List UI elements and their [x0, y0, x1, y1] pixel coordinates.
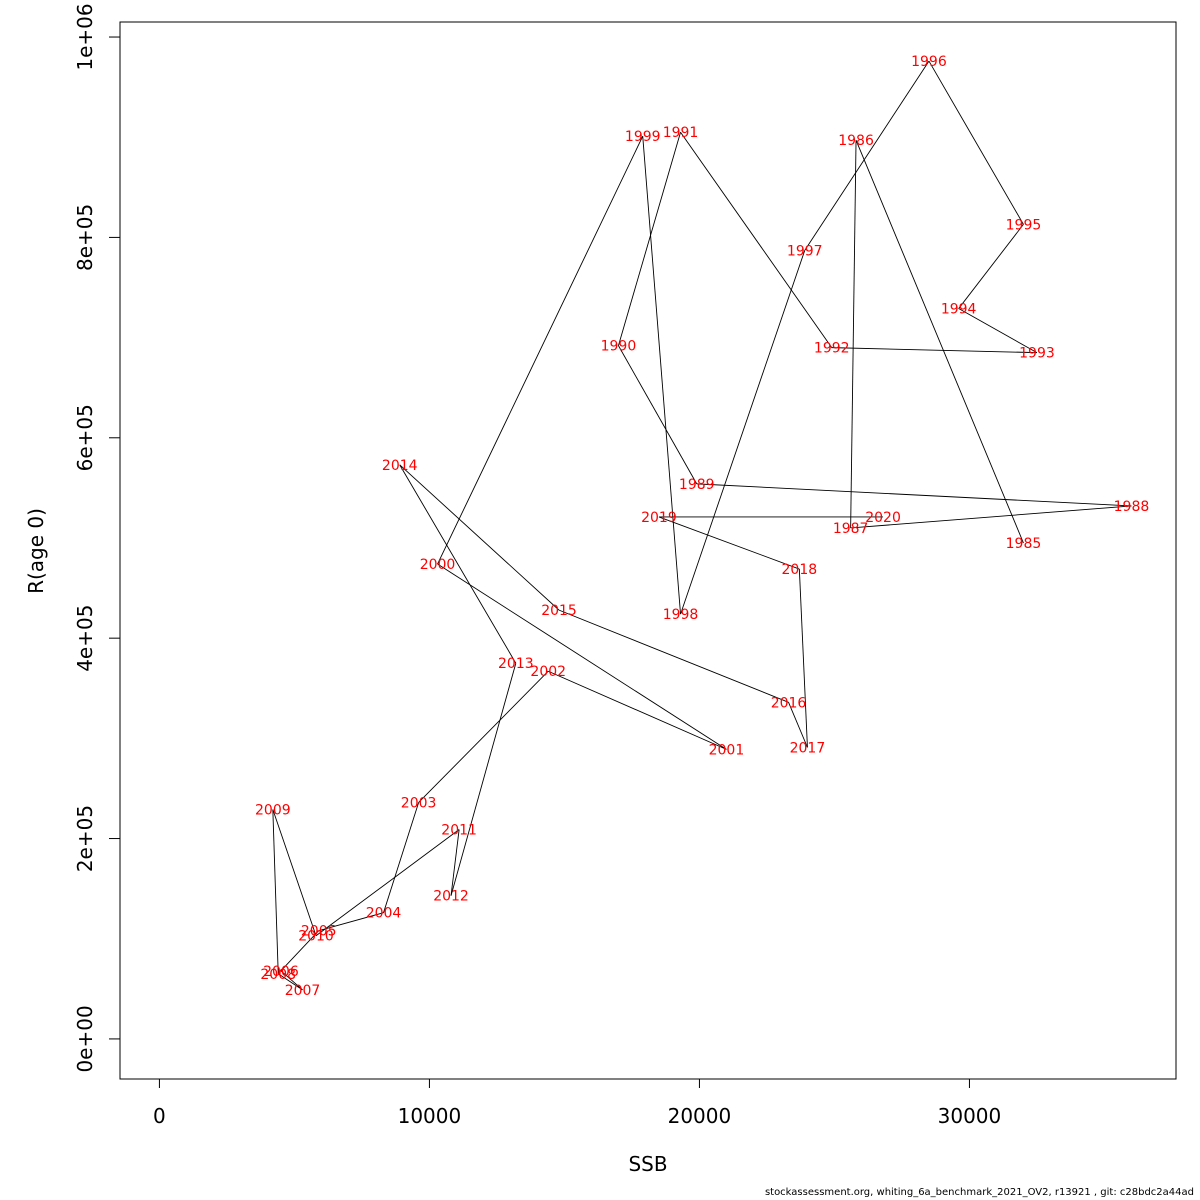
- y-tick-label: 1e+06: [73, 3, 97, 70]
- point-label-2019: 2019: [641, 510, 677, 526]
- segment-2012-2013: [450, 663, 517, 896]
- segment-1990-1991: [618, 132, 681, 346]
- x-tick-label: 10000: [398, 1104, 462, 1128]
- segment-1991-1992: [680, 131, 833, 348]
- segment-1986-1987: [850, 140, 857, 528]
- segment-1987-1988: [850, 505, 1132, 529]
- segment-2013-2014: [399, 464, 517, 664]
- segment-2000-2001: [437, 563, 727, 750]
- point-label-2004: 2004: [366, 906, 402, 922]
- segment-2008-2009: [272, 809, 279, 974]
- point-label-2017: 2017: [790, 740, 826, 756]
- point-label-1997: 1997: [787, 243, 823, 259]
- point-label-1990: 1990: [601, 339, 637, 355]
- segment-1993-1994: [958, 308, 1038, 354]
- x-tick-label: 20000: [668, 1104, 732, 1128]
- segment-2014-2015: [399, 464, 560, 611]
- point-label-2000: 2000: [420, 557, 456, 573]
- point-label-2012: 2012: [433, 889, 469, 905]
- point-label-2013: 2013: [498, 656, 534, 672]
- point-label-1998: 1998: [663, 607, 699, 623]
- segment-2007-2008: [277, 973, 303, 991]
- segment-1985-1986: [855, 140, 1024, 544]
- point-label-2014: 2014: [382, 458, 418, 474]
- point-label-2018: 2018: [782, 562, 818, 578]
- segment-1998-1999: [642, 136, 681, 615]
- segment-2001-2002: [548, 670, 727, 750]
- segment-2004-2005: [318, 912, 384, 932]
- point-label-1986: 1986: [838, 133, 874, 149]
- point-label-2011: 2011: [441, 823, 477, 839]
- segment-1995-1996: [928, 60, 1024, 225]
- point-label-1996: 1996: [911, 54, 947, 70]
- segment-2006-2007: [280, 970, 303, 991]
- point-label-2008: 2008: [260, 967, 296, 983]
- point-label-2016: 2016: [771, 695, 807, 711]
- point-label-1991: 1991: [663, 125, 699, 141]
- x-axis-label: SSB: [628, 1152, 667, 1176]
- segment-1999-2000: [437, 136, 644, 565]
- y-axis: 0e+00 2e+05 4e+05 6e+05 8e+05 1e+06: [73, 3, 121, 1073]
- point-label-1999: 1999: [625, 129, 661, 145]
- segment-2002-2003: [418, 670, 549, 803]
- point-label-2006: 2006: [263, 964, 299, 980]
- point-label-2002: 2002: [530, 664, 566, 680]
- x-tick-label: 30000: [938, 1104, 1002, 1128]
- segment-1994-1995: [958, 224, 1024, 309]
- segment-2016-2017: [788, 702, 808, 748]
- point-label-1985: 1985: [1006, 536, 1042, 552]
- point-label-1995: 1995: [1006, 217, 1042, 233]
- segment-2010-2011: [315, 829, 460, 937]
- point-label-1994: 1994: [941, 302, 977, 318]
- segment-2005-2006: [280, 930, 320, 972]
- point-label-2007: 2007: [285, 983, 321, 999]
- segment-1997-1998: [680, 250, 806, 615]
- segment-2017-2018: [798, 569, 808, 748]
- point-label-2020: 2020: [865, 510, 901, 526]
- x-axis: 0 10000 20000 30000: [153, 1078, 1002, 1128]
- x-tick-label: 0: [153, 1104, 166, 1128]
- segment-1992-1993: [831, 347, 1037, 354]
- segment-1989-1990: [618, 345, 698, 485]
- segment-2009-2010: [272, 809, 317, 936]
- point-label-2005: 2005: [301, 924, 337, 940]
- segment-1996-1997: [804, 60, 930, 251]
- point-label-1992: 1992: [814, 341, 850, 357]
- y-tick-label: 0e+00: [73, 1005, 97, 1072]
- segment-2015-2016: [558, 609, 789, 703]
- point-label-2003: 2003: [401, 795, 437, 811]
- point-label-2015: 2015: [541, 603, 577, 619]
- segment-2018-2019: [658, 516, 800, 570]
- y-tick-label: 2e+05: [73, 805, 97, 872]
- point-label-2001: 2001: [709, 742, 745, 758]
- point-label-2009: 2009: [255, 802, 291, 818]
- point-label-1989: 1989: [679, 477, 715, 493]
- segment-1988-1989: [696, 483, 1132, 507]
- y-axis-label: R(age 0): [24, 508, 48, 594]
- y-tick-label: 4e+05: [73, 605, 97, 672]
- footer-caption: stockassessment.org, whiting_6a_benchmar…: [764, 1187, 1194, 1198]
- point-label-1993: 1993: [1019, 346, 1055, 362]
- segment-2011-2012: [450, 829, 460, 896]
- point-label-1987: 1987: [833, 521, 869, 537]
- point-label-2010: 2010: [298, 929, 334, 945]
- year-labels: 1985 1986 1987 1988 1989 1990 1991 1992 1993 1994…: [255, 54, 1149, 999]
- y-tick-label: 6e+05: [73, 404, 97, 471]
- point-label-1988: 1988: [1114, 499, 1150, 515]
- y-tick-label: 8e+05: [73, 204, 97, 271]
- segment-2003-2004: [383, 802, 420, 913]
- series-line: [272, 60, 1132, 991]
